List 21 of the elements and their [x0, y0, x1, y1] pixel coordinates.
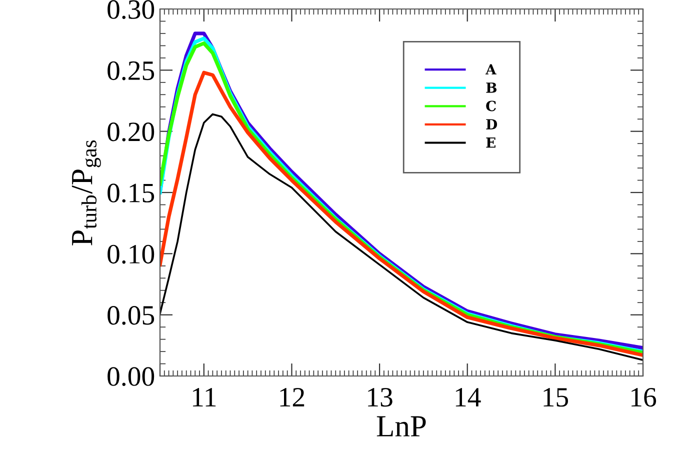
legend-label: B	[486, 82, 497, 93]
y-tick-label: 0.05	[108, 306, 154, 325]
legend-label: C	[486, 100, 496, 112]
x-tick-label: 15	[544, 388, 568, 407]
x-tick-label: 16	[632, 388, 656, 407]
legend-label: E	[486, 137, 496, 148]
x-tick-label: 12	[280, 388, 304, 406]
legend-label: D	[486, 119, 498, 130]
x-tick-label: 11	[192, 388, 216, 406]
x-tick-label: 13	[368, 388, 392, 407]
x-tick-label: 14	[456, 388, 481, 406]
y-axis-title: P$_{turb}$/P$_{gas}$	[72, 140, 101, 246]
y-tick-label: 0.15	[108, 184, 154, 203]
y-tick-label: 0.30	[108, 0, 154, 20]
y-tick-label: 0.20	[108, 122, 154, 142]
y-tick-label: 0.25	[108, 61, 154, 80]
y-tick-label: 0.10	[108, 244, 154, 264]
x-axis-title: LnP	[376, 416, 426, 436]
y-tick-label: 0.00	[108, 367, 154, 386]
line-series	[160, 113, 643, 361]
legend-label: A	[485, 64, 496, 74]
